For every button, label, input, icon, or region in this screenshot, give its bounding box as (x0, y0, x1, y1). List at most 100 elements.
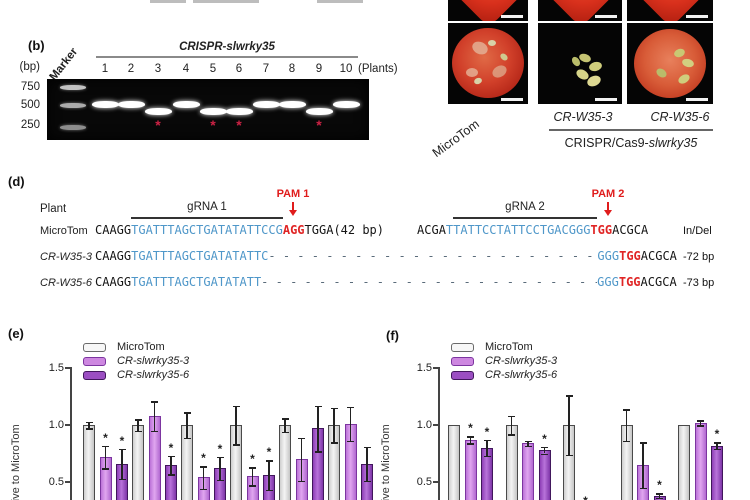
sequence-segment: CAAGG (95, 275, 132, 289)
tomato-seed (588, 60, 603, 73)
gel-band (145, 108, 172, 115)
tomato-seed (681, 57, 695, 69)
y-tick (433, 481, 438, 483)
error-bar-cap (541, 446, 548, 449)
error-bar-cap (298, 437, 305, 440)
gel-band (279, 101, 306, 108)
panel-label-b: (b) (28, 38, 45, 53)
bar (83, 425, 95, 500)
sequence-segment: ACGCA (640, 249, 677, 263)
error-bar (104, 445, 106, 469)
error-bar (486, 439, 488, 456)
gel-band (200, 108, 227, 115)
bar (538, 450, 551, 500)
pam2-label: PAM 2 (591, 188, 625, 200)
gel-lane-number: 9 (315, 63, 323, 75)
scale-bar (501, 15, 523, 18)
error-bar-cap (713, 448, 721, 451)
bar (448, 425, 460, 500)
tomato-section (452, 28, 524, 98)
gel-lane-number: 5 (209, 63, 217, 75)
error-bar-cap (151, 430, 158, 433)
photo-whole-crw35-6 (627, 0, 713, 21)
gel-band (253, 101, 280, 108)
plant-name: MicroTom (40, 225, 88, 237)
photo-label-microtom: MicroTom (429, 116, 482, 160)
gel-lane-number: 6 (235, 63, 243, 75)
pam2-arrow-head (604, 210, 612, 216)
legend-label: CR-slwrky35-3 (117, 355, 190, 367)
sequence-segment: TGATTTAGCTGATATATT (131, 275, 262, 289)
error-bar-cap (363, 480, 371, 483)
error-bar-cap (330, 442, 338, 444)
error-bar-cap (102, 468, 109, 470)
scale-bar (595, 15, 617, 18)
y-tick (65, 367, 70, 369)
significance-asterisk: * (714, 427, 720, 442)
pam2-arrow (607, 202, 609, 210)
error-bar-cap (151, 401, 158, 403)
photo-section-microtom (448, 23, 528, 104)
grna1-line (131, 217, 283, 219)
sequence-segment: TGGA (304, 223, 334, 237)
significance-asterisk: * (657, 478, 662, 493)
gel-asterisk: * (316, 117, 322, 133)
error-bar-cap (713, 442, 721, 444)
photo-caption-prefix: CRISPR/Cas9- (564, 136, 649, 150)
gel-marker-band (60, 125, 86, 130)
error-bar (202, 466, 204, 489)
sequence-segment: (42 bp) (333, 223, 385, 237)
photo-label-crw35-3: CR-W35-3 (553, 110, 613, 124)
error-bar-cap (249, 485, 256, 487)
gel-plants-label: (Plants) (358, 63, 398, 75)
y-tick (65, 481, 70, 483)
sequence-segment: AGG (282, 223, 305, 237)
bar (505, 425, 518, 500)
bar (279, 425, 291, 500)
error-bar-cap (216, 456, 224, 459)
error-bar-cap (232, 405, 240, 408)
error-bar (88, 421, 90, 429)
error-bar-cap (183, 437, 191, 440)
legend-label: CR-slwrky35-6 (485, 369, 558, 381)
error-bar-cap (134, 419, 142, 421)
significance-asterisk: * (217, 441, 223, 456)
grna2-line (453, 217, 597, 219)
error-bar (568, 395, 570, 455)
error-bar-cap (347, 406, 354, 409)
significance-asterisk: * (266, 445, 272, 460)
error-bar (170, 455, 172, 474)
bar (464, 439, 477, 500)
gel-marker-band (60, 85, 86, 90)
error-bar (268, 460, 270, 490)
error-bar-cap (118, 478, 126, 481)
error-bar-cap (565, 454, 573, 457)
grna1-header: gRNA 1 (187, 201, 227, 213)
significance-asterisk: * (468, 421, 473, 436)
deletion-dashes: - - - - - - - - - - - - - - - - - - - - … (261, 276, 597, 289)
gel-marker-label: Marker (47, 45, 81, 83)
error-bar (235, 405, 237, 445)
error-bar-cap (524, 445, 532, 448)
gel-band (333, 101, 360, 108)
tomato-seed (499, 52, 509, 62)
y-axis-label: Relative to MicroTom (380, 424, 392, 500)
cropped-text-fragment (317, 0, 363, 3)
tomato-locule (490, 62, 509, 81)
panel-label-d: (d) (8, 174, 25, 189)
legend-swatch (451, 357, 474, 366)
photo-group-line (549, 129, 713, 131)
tomato-section (634, 29, 706, 98)
error-bar (300, 437, 302, 481)
gel-band (226, 108, 253, 115)
y-tick-label: 1.0 (416, 419, 432, 431)
y-axis-label: Relative to MicroTom (10, 424, 22, 500)
error-bar-cap (85, 421, 93, 424)
photo-whole-crw35-3 (538, 0, 622, 21)
photo-section-crw35-3 (538, 23, 622, 104)
sequence-segment: TTATTCCTATTCCTGACGGG (445, 223, 591, 237)
error-bar-cap (347, 440, 354, 443)
error-bar-cap (265, 489, 273, 492)
gel-band (173, 101, 200, 108)
error-bar-cap (167, 474, 175, 476)
